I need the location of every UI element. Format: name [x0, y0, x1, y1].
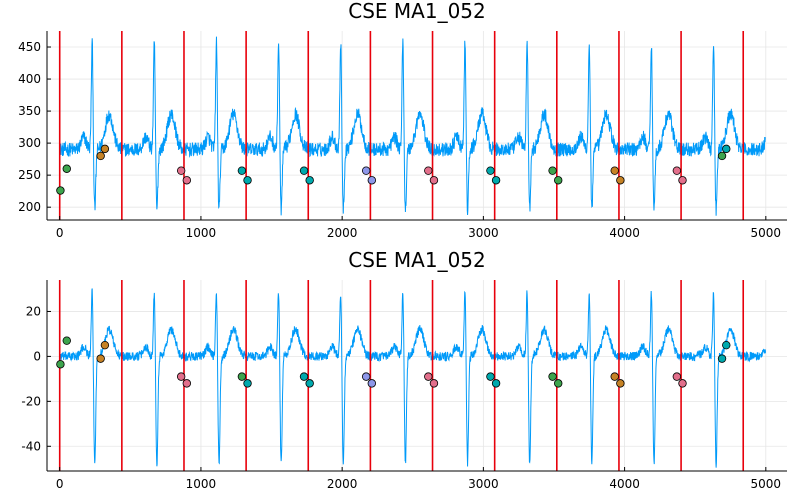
x-tick-label: 1000	[186, 226, 217, 240]
annotation-point	[361, 372, 371, 381]
annotation-point	[182, 176, 192, 185]
annotation-point	[722, 144, 731, 154]
x-tick-label: 5000	[751, 477, 782, 491]
annotation-point	[486, 166, 495, 175]
x-tick-label: 2000	[327, 226, 358, 240]
annotation-point	[554, 379, 563, 388]
annotation-point	[424, 372, 433, 381]
x-tick-label: 2000	[327, 477, 358, 491]
annotation-point	[56, 360, 65, 369]
annotation-point	[176, 372, 186, 381]
annotation-point	[243, 379, 252, 388]
annotation-point	[722, 340, 731, 350]
annotation-point	[554, 176, 563, 185]
x-tick-label: 4000	[609, 226, 640, 240]
annotation-point	[548, 372, 557, 381]
annotation-point	[100, 144, 110, 154]
annotation-point	[176, 166, 186, 175]
annotation-point	[96, 354, 105, 363]
x-tick-label: 0	[56, 226, 64, 240]
chart-title: CSE MA1_052	[348, 248, 486, 272]
annotation-point	[491, 176, 501, 185]
annotation-point	[237, 372, 247, 381]
annotation-point	[717, 354, 727, 363]
y-tick-label: 350	[18, 104, 41, 118]
plot-panel-2: 0 1000 2000 3000 4000 5000 -40 -20 0 20 CSE MA1_05…	[21, 248, 787, 491]
y-tick-label: 450	[18, 40, 41, 54]
plot-panel-1: 0 1000 2000 3000 4000 5000 200 250 300 350 400 450 C…	[18, 0, 787, 240]
x-tick-label: 3000	[468, 226, 499, 240]
x-tick-label: 4000	[609, 477, 640, 491]
annotation-point	[672, 372, 682, 381]
annotation-point	[305, 379, 314, 388]
y-tick-label: 250	[18, 168, 41, 182]
annotation-point	[548, 166, 557, 175]
annotation-point	[182, 379, 192, 388]
annotation-point	[299, 166, 309, 175]
annotation-point	[491, 379, 501, 388]
chart-title: CSE MA1_052	[348, 0, 486, 23]
x-tick-label: 5000	[751, 226, 782, 240]
x-tick-label: 3000	[468, 477, 499, 491]
annotation-point	[367, 379, 377, 388]
annotation-point	[305, 176, 314, 185]
annotation-point	[299, 372, 309, 381]
annotation-point	[678, 379, 687, 388]
y-tick-label: 200	[18, 200, 41, 214]
annotation-point	[429, 379, 439, 388]
annotation-point	[361, 166, 371, 175]
annotation-point	[96, 151, 105, 161]
annotation-point	[678, 176, 687, 185]
y-tick-label: 20	[26, 304, 41, 318]
annotation-point	[237, 166, 247, 175]
annotation-point	[610, 166, 619, 175]
ecg-signal-line	[59, 36, 766, 216]
annotation-point	[243, 176, 252, 185]
annotation-point	[56, 186, 65, 195]
y-tick-label: -40	[21, 439, 41, 453]
annotation-point	[610, 372, 619, 381]
annotation-point	[100, 340, 110, 350]
y-tick-label: -20	[21, 394, 41, 408]
annotation-point	[672, 166, 682, 175]
annotation-point	[367, 176, 377, 185]
y-tick-label: 400	[18, 72, 41, 86]
ecg-signal-line	[59, 288, 767, 468]
y-tick-label: 0	[33, 349, 41, 363]
annotation-point	[429, 176, 439, 185]
x-tick-label: 0	[56, 477, 64, 491]
annotation-point	[616, 379, 625, 388]
annotation-point	[616, 176, 625, 185]
y-tick-label: 300	[18, 136, 41, 150]
annotation-point	[424, 166, 433, 175]
annotation-point	[717, 151, 727, 161]
annotation-point	[486, 372, 495, 381]
annotation-point	[62, 336, 71, 345]
x-tick-label: 1000	[186, 477, 217, 491]
annotation-point	[62, 164, 71, 173]
